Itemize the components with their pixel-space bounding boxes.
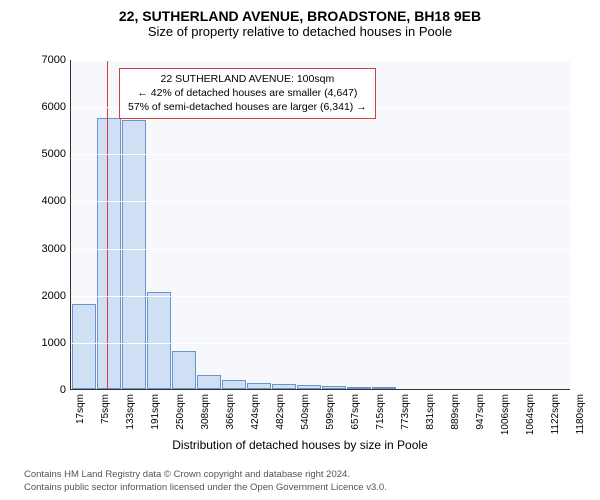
x-tick-label: 133sqm: [125, 394, 136, 444]
histogram-bar: [172, 351, 196, 389]
x-tick-label: 75sqm: [100, 394, 111, 444]
y-tick-label: 0: [16, 384, 66, 396]
annotation-line2: ← 42% of detached houses are smaller (4,…: [128, 86, 367, 100]
reference-line: [107, 60, 108, 389]
histogram-bar: [97, 118, 121, 389]
histogram-bar: [72, 304, 96, 389]
y-tick-label: 2000: [16, 290, 66, 302]
gridline: [71, 249, 570, 250]
x-tick-label: 482sqm: [275, 394, 286, 444]
chart-title-sub: Size of property relative to detached ho…: [0, 24, 600, 43]
histogram-bar: [297, 385, 321, 389]
y-tick-label: 5000: [16, 148, 66, 160]
x-tick-label: 947sqm: [475, 394, 486, 444]
gridline: [71, 201, 570, 202]
y-tick-label: 7000: [16, 54, 66, 66]
histogram-bar: [197, 375, 221, 389]
x-tick-label: 599sqm: [325, 394, 336, 444]
x-tick-label: 657sqm: [350, 394, 361, 444]
histogram-bar: [347, 387, 371, 389]
chart-title-main: 22, SUTHERLAND AVENUE, BROADSTONE, BH18 …: [0, 0, 600, 24]
plot-area: 22 SUTHERLAND AVENUE: 100sqm ← 42% of de…: [70, 60, 570, 390]
y-tick-label: 6000: [16, 101, 66, 113]
x-tick-label: 773sqm: [400, 394, 411, 444]
footer-line1: Contains HM Land Registry data © Crown c…: [24, 469, 387, 481]
gridline: [71, 296, 570, 297]
x-tick-label: 191sqm: [150, 394, 161, 444]
x-tick-label: 17sqm: [75, 394, 86, 444]
x-tick-label: 889sqm: [450, 394, 461, 444]
x-tick-label: 308sqm: [200, 394, 211, 444]
y-tick-label: 3000: [16, 243, 66, 255]
y-tick-label: 1000: [16, 337, 66, 349]
x-tick-label: 831sqm: [425, 394, 436, 444]
x-tick-label: 1180sqm: [575, 394, 586, 444]
footer-line2: Contains public sector information licen…: [24, 482, 387, 494]
x-tick-label: 250sqm: [175, 394, 186, 444]
annotation-box: 22 SUTHERLAND AVENUE: 100sqm ← 42% of de…: [119, 68, 376, 119]
histogram-bar: [222, 380, 246, 389]
x-tick-label: 424sqm: [250, 394, 261, 444]
gridline: [71, 343, 570, 344]
x-tick-label: 540sqm: [300, 394, 311, 444]
x-tick-label: 715sqm: [375, 394, 386, 444]
chart-container: 22, SUTHERLAND AVENUE, BROADSTONE, BH18 …: [0, 0, 600, 500]
gridline: [71, 60, 570, 61]
histogram-bar: [122, 120, 146, 389]
x-tick-label: 1064sqm: [525, 394, 536, 444]
histogram-bar: [247, 383, 271, 389]
y-tick-label: 4000: [16, 195, 66, 207]
annotation-line3: 57% of semi-detached houses are larger (…: [128, 100, 367, 114]
footer-attribution: Contains HM Land Registry data © Crown c…: [24, 469, 387, 494]
annotation-line1: 22 SUTHERLAND AVENUE: 100sqm: [128, 72, 367, 86]
x-tick-label: 1006sqm: [500, 394, 511, 444]
histogram-bar: [322, 386, 346, 389]
x-tick-label: 366sqm: [225, 394, 236, 444]
x-tick-label: 1122sqm: [550, 394, 561, 444]
histogram-bar: [372, 387, 396, 389]
histogram-bar: [147, 292, 171, 389]
gridline: [71, 154, 570, 155]
histogram-bar: [272, 384, 296, 389]
